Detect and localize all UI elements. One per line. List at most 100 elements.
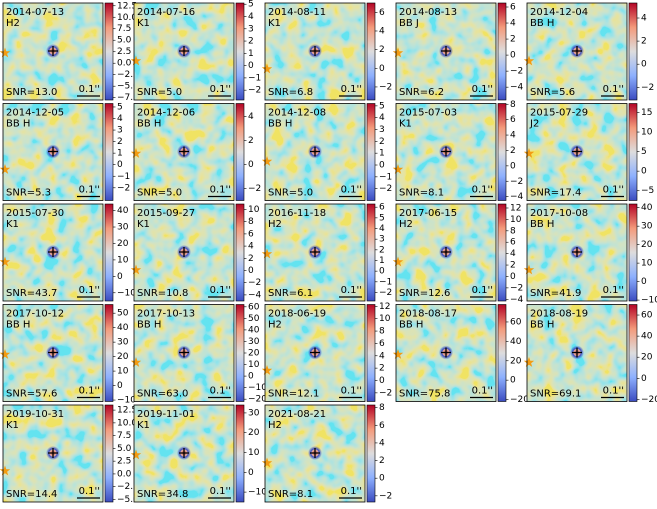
star-marker <box>130 264 142 275</box>
colorbar-tick-label: 15 <box>641 108 652 118</box>
colorbar-tick-label: −10 <box>117 396 136 406</box>
colorbar-tick-label: 1 <box>248 49 254 59</box>
colorbar-tick-label: 0 <box>379 474 385 484</box>
colorbar-tick-label: 6 <box>379 8 385 18</box>
colorbar <box>497 203 507 302</box>
band-label: H2 <box>268 420 282 431</box>
colorbar-tick-label: 60 <box>510 317 522 327</box>
colorbar-tick-label: −10 <box>117 288 136 298</box>
colorbar-tick-label: 4 <box>379 224 385 234</box>
image-frame <box>526 103 628 201</box>
band-label: K1 <box>268 18 281 29</box>
star-marker <box>130 357 142 367</box>
band-label: K1 <box>137 420 150 431</box>
colorbar <box>235 203 245 302</box>
colorbar-tick-label: 0 <box>117 272 123 282</box>
colorbar-tick-label: 5.0 <box>117 36 132 46</box>
colorbar-tick-label: 3 <box>379 125 385 135</box>
image-frame <box>133 404 235 503</box>
colorbar-tick-label: 4 <box>248 12 254 22</box>
colorbar-tick-label: 5 <box>379 101 385 111</box>
colorbar-tick-label: 10 <box>641 128 653 138</box>
colorbar-tick-label: 30 <box>248 408 260 418</box>
colorbar-tick-label: 30 <box>117 223 129 233</box>
colorbar-tick-label: −10 <box>248 488 267 498</box>
colorbar-tick-label: 0 <box>248 61 254 71</box>
scale-label: 0.1'' <box>472 386 493 397</box>
colorbar-tick-label: 1 <box>379 149 385 159</box>
colorbar-tick-label: 12.5 <box>117 406 137 416</box>
colorbar-tick-label: 20 <box>248 349 260 359</box>
date-label: 2017-10-08 <box>530 208 588 219</box>
band-label: BB H <box>530 219 554 230</box>
scale-label: 0.1'' <box>79 84 100 95</box>
date-label: 2014-12-04 <box>530 7 588 18</box>
colorbar-tick-label: −2 <box>641 83 654 93</box>
scale-label: 0.1'' <box>472 285 493 296</box>
colorbar-tick-label: 8 <box>248 217 254 227</box>
snr-label: SNR=13.0 <box>6 87 57 98</box>
colorbar-tick-label: 2 <box>510 35 516 45</box>
colorbar-tick-label: −4 <box>510 192 524 202</box>
colorbar-tick-label: 0.0 <box>117 59 132 69</box>
image-frame <box>133 103 235 201</box>
colorbar-tick-label: 2 <box>379 45 385 55</box>
colorbar-tick-label: −2 <box>510 177 523 187</box>
colorbar-tick-label: −1 <box>379 277 392 287</box>
band-label: BB H <box>6 320 30 331</box>
colorbar-tick-label: 20 <box>248 428 260 438</box>
colorbar-tick-label: −5.0 <box>117 495 139 505</box>
crosshair <box>572 347 582 358</box>
colorbar-tick-label: 4 <box>117 114 123 124</box>
image-frame <box>526 304 628 402</box>
date-label: 2015-09-27 <box>137 208 195 219</box>
date-label: 2016-11-18 <box>268 208 326 219</box>
colorbar-tick-label: −2 <box>379 491 392 501</box>
colorbar-tick-label: −2 <box>379 184 392 194</box>
colorbar-tick-label: 0 <box>248 468 254 478</box>
colorbar <box>497 103 507 201</box>
crosshair <box>48 46 58 56</box>
snr-label: SNR=34.8 <box>137 489 188 500</box>
crosshair <box>179 347 189 358</box>
colorbar-tick-label: 2.5 <box>117 457 131 467</box>
colorbar-tick-label: 0 <box>379 64 385 74</box>
colorbar-tick-label: 10.0 <box>117 418 137 428</box>
colorbar-tick-label: −2 <box>117 183 130 193</box>
colorbar-tick-label: 2 <box>641 37 647 47</box>
band-label: K1 <box>6 420 19 431</box>
scale-label: 0.1'' <box>341 185 362 196</box>
band-label: BB H <box>399 320 423 331</box>
colorbar-tick-label: 6 <box>248 229 254 239</box>
colorbar-tick-label: −1 <box>248 73 261 83</box>
colorbar <box>366 203 376 302</box>
colorbar-tick-label: 0 <box>641 167 647 177</box>
date-label: 2018-08-17 <box>399 309 457 320</box>
image-frame <box>395 203 497 302</box>
scale-label: 0.1'' <box>341 84 362 95</box>
colorbar <box>628 203 638 302</box>
date-label: 2014-12-08 <box>268 108 326 119</box>
snr-label: SNR=43.7 <box>6 288 57 299</box>
colorbar-tick-label: 60 <box>248 302 260 312</box>
crosshair <box>441 347 451 358</box>
colorbar-tick-label: 0.0 <box>117 469 132 479</box>
band-label: BB H <box>530 320 554 331</box>
colorbar-tick-label: −2 <box>379 388 392 398</box>
date-label: 2014-12-05 <box>6 108 64 119</box>
colorbar-tick-label: 7.5 <box>117 24 131 34</box>
colorbar-tick-label: 0 <box>379 376 385 386</box>
colorbar-tick-label: −20 <box>248 395 267 405</box>
date-label: 2018-08-19 <box>530 309 588 320</box>
colorbar-tick-label: −2 <box>379 288 392 298</box>
colorbar <box>366 304 376 402</box>
colorbar <box>235 2 245 101</box>
scale-label: 0.1'' <box>210 285 231 296</box>
scale-label: 0.1'' <box>603 386 624 397</box>
